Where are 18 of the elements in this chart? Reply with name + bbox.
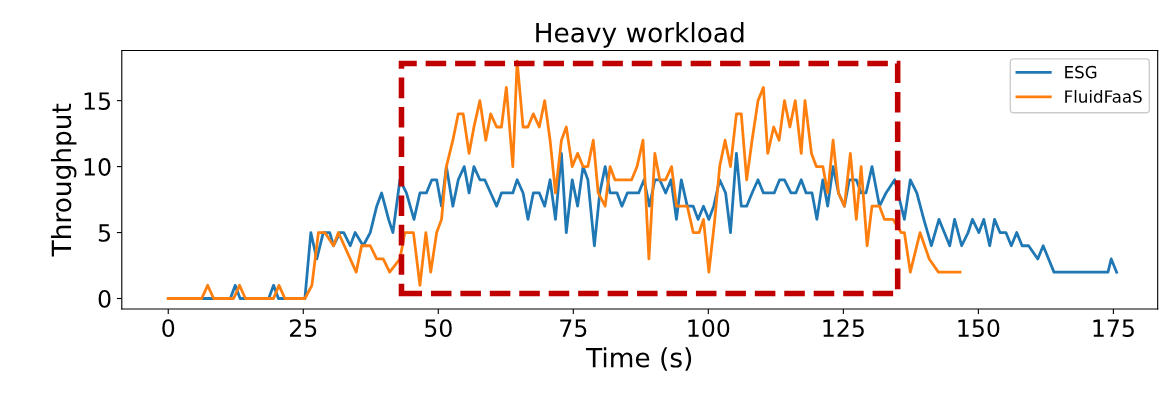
legend-label: ESG: [1065, 65, 1097, 79]
x-tick-label: 125: [823, 319, 864, 338]
x-tick-label: 75: [560, 319, 587, 338]
line-series: [166, 59, 962, 300]
x-tick-label: 25: [289, 319, 317, 338]
x-tick-label: 175: [1093, 319, 1134, 338]
legend-label: FluidFaaS: [1065, 89, 1142, 103]
y-axis-title: Throughput: [50, 103, 77, 257]
x-axis-title: Time (s): [586, 347, 692, 371]
y-tick-label: 15: [84, 92, 111, 110]
y-tick-label: 0: [98, 289, 111, 308]
x-tick-label: 150: [958, 319, 1000, 338]
x-tick-label: 50: [425, 319, 452, 338]
y-tick-label: 5: [98, 224, 111, 242]
x-tick-label: 0: [162, 319, 175, 338]
chart-title: Heavy workload: [536, 22, 744, 48]
y-tick-label: 10: [84, 158, 111, 176]
x-tick-label: 100: [688, 319, 730, 338]
